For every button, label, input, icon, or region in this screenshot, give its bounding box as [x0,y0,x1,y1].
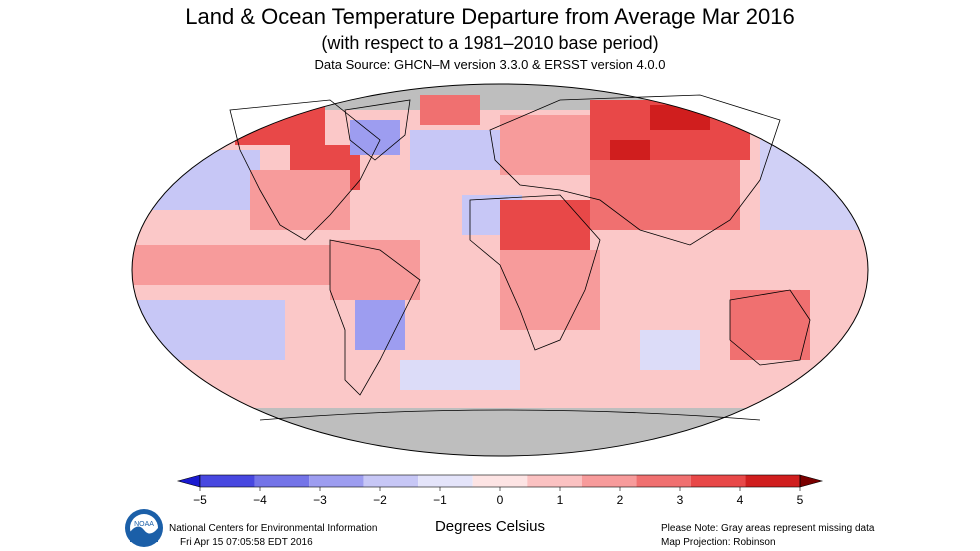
colorbar-segment [527,475,582,487]
coastlines [229,94,811,421]
map-subtitle: (with respect to a 1981–2010 base period… [321,33,659,53]
missing-data-note: Please Note: Gray areas represent missin… [661,523,875,534]
colorbar-segment [254,475,310,487]
warm-asia [590,160,740,230]
colorbar-segment [363,475,419,487]
colorbar-ticks: −5 −4 −3 −2 −1 0 1 2 3 4 5 [193,487,804,507]
outline-antarctica [259,409,761,421]
colorbar-tick-label: 5 [797,493,804,507]
colorbar-tick-label: −1 [433,493,447,507]
cool-indian-south [640,330,700,370]
warm-south-america [330,240,420,300]
colorbar-segment [636,475,691,487]
colorbar-tick-label: 0 [497,493,504,507]
noaa-logo-text: NOAA [134,521,154,528]
warm-north-africa [500,200,590,250]
colorbar-tick-label: 4 [737,493,744,507]
colorbar-segment [690,475,746,487]
outline-africa [469,194,601,351]
noaa-logo-icon: NOAA [125,509,163,547]
projection-note: Map Projection: Robinson [661,537,776,548]
colorbar-segment [581,475,637,487]
cool-north-atlantic [410,130,500,170]
colorbar-arrow-low [176,474,201,488]
colorbar-tick-label: −3 [313,493,327,507]
outline-eurasia [489,94,781,246]
colorbar: −5 −4 −3 −2 −1 0 1 2 3 4 5 [176,474,824,507]
colorbar-label: Degrees Celsius [434,518,546,535]
outline-greenland [344,99,411,161]
colorbar-tick-label: 3 [677,493,684,507]
colorbar-tick-label: −2 [373,493,387,507]
colorbar-segment [309,475,364,487]
colorbar-segments [176,474,824,488]
world-anomaly-map [131,83,869,457]
colorbar-segment [472,475,528,487]
map-title: Land & Ocean Temperature Departure from … [185,4,795,29]
colorbar-segment [418,475,473,487]
data-source: Data Source: GHCN–M version 3.3.0 & ERSS… [314,57,666,72]
warm-europe [500,115,590,175]
colorbar-tick-label: 2 [617,493,624,507]
colorbar-tick-label: −4 [253,493,267,507]
warm-north-america [250,170,350,230]
org-name: National Centers for Environmental Infor… [169,523,378,534]
cool-southern-ocean [400,360,520,390]
colorbar-tick-label: −5 [193,493,207,507]
colorbar-tick-label: 1 [557,493,564,507]
warm-africa [500,250,600,330]
warm-australia [730,290,810,360]
globe-outline [131,83,869,457]
outline-north-america [229,99,381,241]
outline-south-america [329,239,421,396]
colorbar-segment [745,475,800,487]
warm-tropical-band [132,245,330,285]
outline-australia [729,289,811,366]
colorbar-arrow-high [799,474,824,488]
colorbar-segment [200,475,255,487]
warm-north-atlantic [420,95,480,125]
timestamp: Fri Apr 15 07:05:58 EDT 2016 [180,537,313,548]
